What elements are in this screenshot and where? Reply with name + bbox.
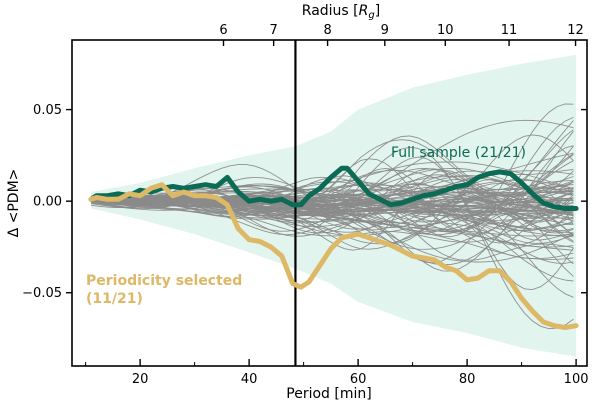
y-ticks: 0.05 0.00 −0.05 [22,103,587,301]
y-tick-label: −0.05 [22,286,62,301]
series-layer [88,165,579,330]
top-axis-label: Radius [Rg] [302,3,380,21]
top-tick-label: 10 [437,23,454,38]
realization-line [91,199,574,251]
top-ticks: 6 7 8 9 10 11 12 [219,23,584,46]
top-tick-label: 12 [567,23,584,38]
annotation-full-sample: Full sample (21/21) [391,145,526,161]
y-tick-label: 0.05 [33,103,62,118]
x-tick-label: 20 [132,372,149,387]
plot-frame [71,39,588,367]
realization-line [91,187,574,213]
x-tick-label: 100 [564,372,589,387]
x-ticks: 20 40 60 80 100 [85,359,589,387]
annotation-periodicity-line1: Periodicity selected [86,273,242,289]
realization-line [91,201,574,234]
realization-line [91,200,574,243]
top-tick-label: 8 [323,23,331,38]
top-tick-label: 9 [381,23,389,38]
y-axis-label: Δ <PDM> [6,169,22,238]
realization-line [91,194,574,246]
x-tick-label: 60 [350,372,367,387]
series-line-periodicity-selected [88,182,579,330]
x-tick-label: 80 [459,372,476,387]
realization-line [91,198,574,237]
top-tick-label: 7 [269,23,277,38]
annotation-periodicity-line2: (11/21) [86,291,143,307]
top-tick-label: 11 [501,23,518,38]
x-tick-label: 40 [241,372,258,387]
series-line-full-sample [88,165,579,211]
realization-line [91,103,574,238]
y-tick-label: 0.00 [33,195,62,210]
top-tick-label: 6 [219,23,227,38]
realization-line [91,200,574,210]
x-axis-label: Period [min] [286,386,371,402]
realization-line [91,198,574,231]
